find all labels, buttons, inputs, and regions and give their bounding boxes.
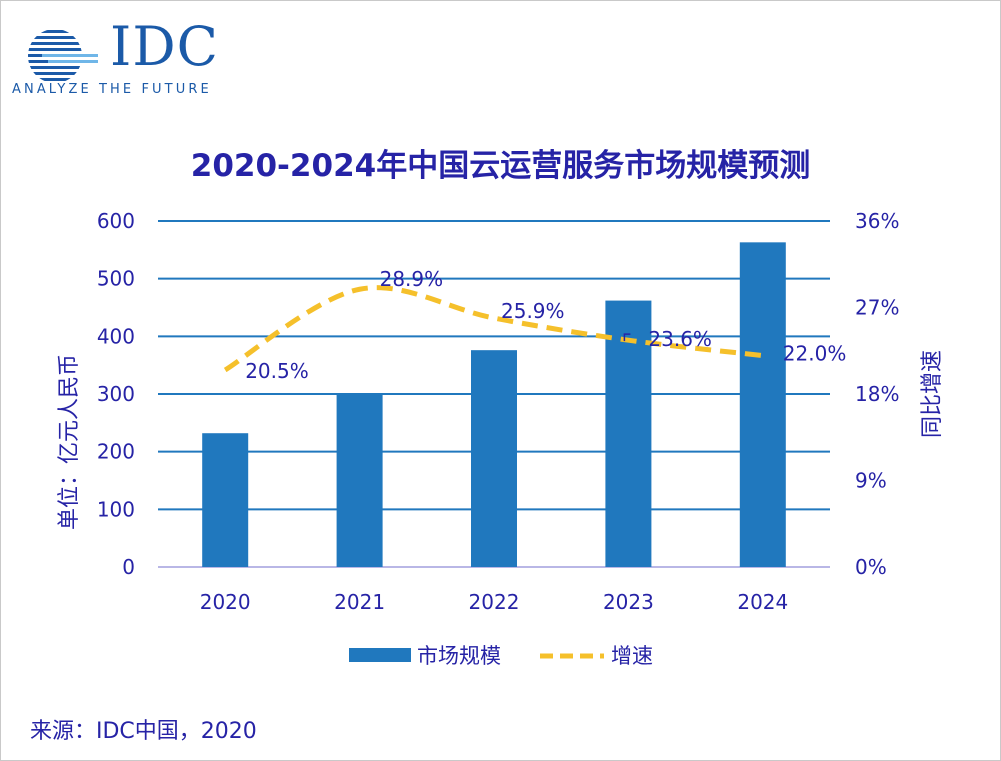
legend-label: 增速 xyxy=(611,644,653,668)
data-label-leader xyxy=(623,333,631,342)
x-tick-label: 2024 xyxy=(737,590,788,614)
bar xyxy=(336,394,383,567)
chart-title: 2020-2024年中国云运营服务市场规模预测 xyxy=(190,148,811,184)
idc-logo: IDC ANALYZE THE FUTURE xyxy=(12,20,242,102)
y2-tick-label: 9% xyxy=(855,469,887,493)
legend-swatch-bar xyxy=(349,648,411,662)
y2-tick-label: 36% xyxy=(855,209,899,233)
y2-axis-title: 同比增速 xyxy=(920,350,945,438)
y2-tick-label: 18% xyxy=(855,382,899,406)
y-tick-label: 300 xyxy=(97,382,135,406)
y-axis-title: 单位：亿元人民币 xyxy=(57,354,82,530)
data-label: 25.9% xyxy=(501,299,565,323)
y-tick-label: 0 xyxy=(122,555,135,579)
y2-tick-label: 0% xyxy=(855,555,887,579)
bar xyxy=(471,350,517,567)
source-note: 来源：IDC中国，2020 xyxy=(30,719,257,744)
idc-globe-icon xyxy=(28,30,98,81)
data-label: 23.6% xyxy=(648,327,712,351)
y2-tick-label: 27% xyxy=(855,296,899,320)
data-label: 28.9% xyxy=(380,267,444,291)
legend-label: 市场规模 xyxy=(417,644,501,668)
data-label: 20.5% xyxy=(245,359,309,383)
y-tick-label: 200 xyxy=(97,440,135,464)
x-tick-label: 2021 xyxy=(334,590,385,614)
y-tick-label: 600 xyxy=(97,209,135,233)
x-tick-label: 2023 xyxy=(603,590,654,614)
data-label: 22.0% xyxy=(783,342,847,366)
bar xyxy=(202,433,249,567)
y-tick-label: 100 xyxy=(97,497,135,521)
logo-tagline: ANALYZE THE FUTURE xyxy=(12,82,212,97)
y-tick-label: 400 xyxy=(97,324,135,348)
bar xyxy=(605,300,652,567)
growth-line xyxy=(223,285,764,373)
y-tick-label: 500 xyxy=(97,267,135,291)
x-tick-label: 2022 xyxy=(469,590,520,614)
bar xyxy=(739,242,786,567)
x-tick-label: 2020 xyxy=(200,590,251,614)
logo-wordmark: IDC xyxy=(110,15,219,78)
